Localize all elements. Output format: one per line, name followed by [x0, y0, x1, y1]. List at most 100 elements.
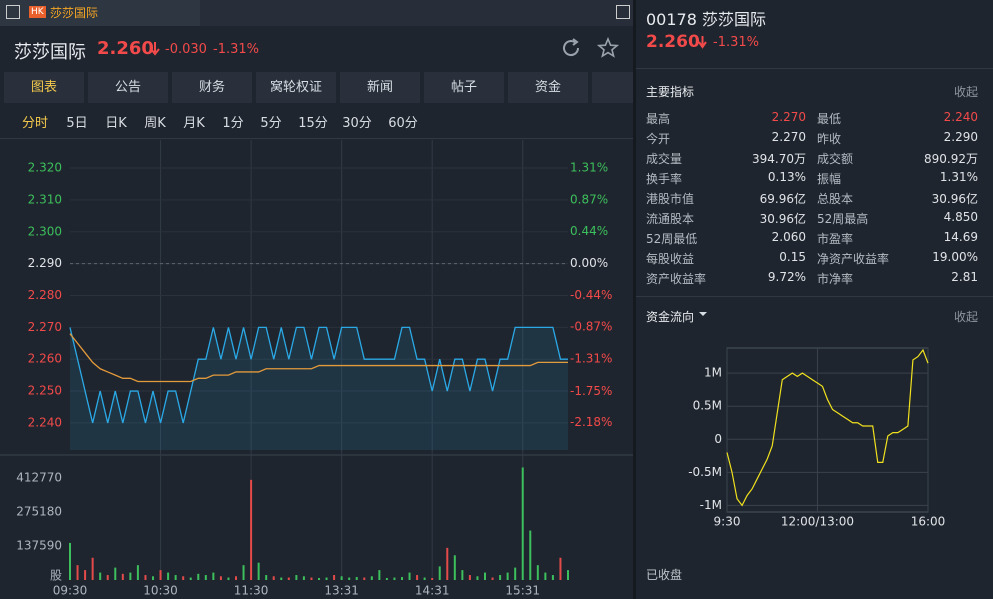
metric-label: 今开	[646, 132, 671, 146]
tab[interactable]: 新闻	[340, 72, 420, 103]
side-pct: -1.31%	[713, 35, 759, 50]
volume-bar	[219, 576, 222, 580]
x-tick-label: 09:30	[53, 584, 88, 598]
down-arrow	[698, 36, 707, 49]
period-button[interactable]: 15分	[298, 116, 328, 131]
volume-bar	[536, 565, 539, 580]
panel-icon[interactable]	[6, 5, 20, 19]
volume-bar	[114, 567, 117, 580]
y-tick-label: 1M	[704, 366, 722, 380]
collapse-button[interactable]: 收起	[953, 310, 978, 324]
metric-value: 30.96亿	[759, 212, 806, 226]
collapse-button[interactable]: 收起	[953, 85, 978, 99]
tab[interactable]: 图表	[4, 72, 84, 103]
metric-value: 2.270	[771, 130, 806, 144]
volume-bar	[461, 570, 464, 580]
volume-bar	[355, 577, 358, 580]
volume-bar	[69, 542, 71, 580]
y-tick-label: 2.280	[28, 288, 62, 302]
metric-label: 52周最低	[646, 232, 698, 246]
metric-value: 394.70万	[752, 152, 806, 166]
volume-bar	[514, 567, 517, 580]
y-tick-label: 0	[714, 432, 722, 446]
period-button[interactable]: 5日	[66, 116, 88, 131]
y2-tick-label: -0.87%	[570, 320, 612, 334]
metric-value: 69.96亿	[759, 192, 806, 206]
section-title[interactable]: 资金流向	[646, 310, 695, 324]
metric-value: 4.850	[943, 210, 978, 224]
volume-bar	[302, 576, 305, 580]
metric-value: 1.31%	[939, 170, 978, 184]
plot-frame	[726, 347, 929, 513]
period-button[interactable]: 30分	[342, 116, 372, 131]
metric-label: 最高	[646, 112, 671, 126]
metric-value: 9.72%	[767, 270, 806, 284]
flow-line	[726, 348, 929, 507]
volume-bar	[491, 577, 494, 580]
volume-bar	[189, 577, 192, 580]
tab[interactable]: 财务	[172, 72, 252, 103]
market-badge: HK	[29, 6, 46, 18]
x-tick-label: 12:00/13:00	[781, 515, 854, 529]
metric-value: 30.96亿	[931, 192, 978, 206]
tab[interactable]: 帖子	[424, 72, 504, 103]
period-button[interactable]: 分时	[21, 116, 49, 131]
period-button[interactable]: 1分	[222, 116, 244, 131]
volume-bar	[393, 577, 396, 580]
volume-bar	[318, 578, 320, 580]
metric-label: 总股本	[817, 192, 854, 206]
period-button[interactable]: 月K	[183, 116, 205, 131]
period-button[interactable]: 60分	[388, 116, 418, 131]
metric-value: 2.240	[943, 110, 978, 124]
y-tick-label: 2.320	[28, 161, 62, 175]
tab-title: 莎莎国际	[50, 6, 99, 20]
volume-bar	[551, 575, 554, 580]
volume-bar	[378, 570, 381, 580]
volume-bar	[257, 562, 260, 580]
y-tick-label: 2.240	[28, 415, 62, 429]
volume-bar	[129, 572, 132, 580]
volume-bar	[272, 576, 275, 580]
volume-bar	[159, 570, 162, 580]
volume-bar	[416, 575, 419, 580]
stock-name: 莎莎国际	[14, 42, 86, 63]
x-tick-label: 10:30	[143, 584, 178, 598]
refresh-icon[interactable]	[560, 37, 582, 59]
tab[interactable]: 窝轮权证	[256, 72, 336, 103]
volume-bar	[529, 530, 532, 580]
volume-bar	[544, 572, 547, 580]
price-line	[69, 326, 568, 424]
volume-bar	[144, 575, 147, 580]
x-tick-label: 11:30	[234, 584, 269, 598]
y2-tick-label: 1.31%	[570, 161, 608, 175]
dropdown-icon[interactable]	[698, 311, 708, 317]
metric-value: 2.81	[951, 270, 978, 284]
volume-bar	[99, 572, 102, 580]
metric-label: 净资产收益率	[817, 252, 890, 266]
tab[interactable]: 公告	[88, 72, 168, 103]
panel-icon[interactable]	[616, 5, 630, 19]
section-title: 主要指标	[646, 85, 695, 99]
period-button[interactable]: 5分	[260, 116, 282, 131]
tab[interactable]: 资金	[508, 72, 588, 103]
metric-value: 2.060	[771, 230, 806, 244]
volume-bar	[423, 577, 426, 580]
metric-label: 最低	[817, 112, 842, 126]
y-tick-label: 2.290	[28, 256, 62, 270]
x-tick-label: 14:31	[415, 584, 450, 598]
period-button[interactable]: 日K	[105, 116, 127, 131]
period-button[interactable]: 周K	[144, 116, 166, 131]
metric-label: 流通股本	[646, 212, 695, 226]
volume-bar	[453, 555, 456, 580]
y-tick-label: 2.260	[28, 352, 62, 366]
volume-bar	[182, 576, 185, 580]
volume-tick-label: 275180	[16, 504, 62, 518]
volume-bar	[152, 576, 154, 580]
volume-bar	[250, 479, 253, 580]
star-icon[interactable]	[597, 37, 619, 59]
volume-bar	[468, 575, 471, 580]
metric-value: 2.270	[771, 110, 806, 124]
metric-label: 52周最高	[817, 212, 869, 226]
average-line	[69, 333, 568, 383]
volume-bar	[446, 547, 449, 580]
